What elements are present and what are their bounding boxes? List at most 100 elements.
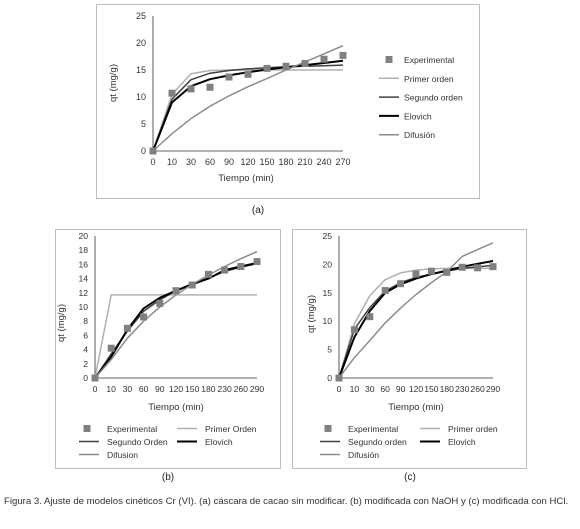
legend-label: Primer orden (404, 74, 454, 84)
x-tick-label: 150 (259, 157, 274, 167)
x-tick-label: 30 (186, 157, 196, 167)
y-tick-label: 12 (78, 288, 88, 298)
data-point-marker (397, 280, 405, 288)
series-line (152, 45, 344, 152)
x-tick-label: 180 (440, 384, 455, 394)
data-point-marker (107, 344, 115, 352)
y-tick-label: 4 (83, 345, 88, 355)
y-tick-label: 20 (322, 259, 332, 269)
x-tick-label: 90 (224, 157, 234, 167)
data-point-marker (381, 287, 389, 295)
data-point-marker (443, 268, 451, 276)
legend-label: Elovich (448, 437, 476, 447)
y-tick-label: 8 (83, 316, 88, 326)
x-tick-label: 10 (167, 157, 177, 167)
y-tick-label: 20 (78, 231, 88, 241)
y-tick-label: 0 (83, 373, 88, 383)
x-tick-label: 0 (93, 384, 98, 394)
legend-label: Primer Orden (205, 424, 257, 434)
legend-label: Segundo orden (404, 93, 463, 103)
series-line (338, 260, 494, 379)
x-tick-label: 150 (424, 384, 439, 394)
series-line (94, 294, 257, 379)
x-tick-label: 210 (297, 157, 312, 167)
y-tick-label: 10 (322, 316, 332, 326)
x-tick-label: 120 (169, 384, 184, 394)
x-tick-label: 120 (240, 157, 255, 167)
y-tick-label: 16 (78, 259, 88, 269)
x-tick-label: 0 (337, 384, 342, 394)
x-axis-title: Tiempo (min) (218, 173, 274, 184)
y-tick-label: 10 (136, 92, 146, 102)
y-axis-title: qt (mg/g) (108, 64, 119, 102)
data-point-marker (474, 264, 482, 272)
x-tick-label: 30 (123, 384, 133, 394)
data-point-marker (123, 324, 131, 332)
data-point-marker (489, 263, 497, 271)
x-tick-label: 90 (155, 384, 165, 394)
figure-caption: Figura 3. Ajuste de modelos cinéticos Cr… (4, 496, 569, 507)
y-tick-label: 25 (136, 11, 146, 21)
y-tick-label: 20 (136, 38, 146, 48)
legend-label: Experimental (404, 55, 454, 65)
x-tick-label: 0 (150, 157, 155, 167)
x-tick-label: 230 (455, 384, 470, 394)
x-tick-label: 60 (139, 384, 149, 394)
data-point-marker (458, 263, 466, 271)
y-tick-label: 15 (322, 288, 332, 298)
panel-label-a: (a) (251, 205, 265, 216)
y-tick-label: 0 (327, 373, 332, 383)
x-axis-title: Tiempo (min) (388, 402, 444, 413)
legend-label: Elovich (404, 111, 432, 121)
legend-label: Experimental (348, 424, 398, 434)
legend-label: Segundo orden (348, 437, 407, 447)
data-point-marker (149, 147, 157, 155)
series-line (152, 64, 344, 152)
legend-label: Primer orden (448, 424, 498, 434)
legend-label: Elovich (205, 437, 233, 447)
data-point-marker (140, 313, 148, 321)
x-tick-label: 60 (205, 157, 215, 167)
y-tick-label: 18 (78, 245, 88, 255)
y-tick-label: 6 (83, 330, 88, 340)
legend-label: Difusión (404, 130, 435, 140)
x-tick-label: 260 (234, 384, 249, 394)
y-tick-label: 0 (141, 146, 146, 156)
x-tick-label: 180 (278, 157, 293, 167)
series-line (152, 69, 343, 152)
x-tick-label: 60 (380, 384, 390, 394)
data-point-marker (188, 281, 196, 289)
legend-label: Segundo Orden (107, 437, 168, 447)
legend-marker-experimental (83, 425, 91, 432)
x-tick-label: 260 (470, 384, 485, 394)
data-point-marker (237, 263, 245, 271)
data-point-marker (320, 55, 328, 63)
legend-marker-experimental (385, 56, 393, 63)
chart-panel-a (96, 4, 480, 199)
y-axis-title: qt (mg/g) (306, 295, 317, 333)
data-point-marker (282, 62, 290, 70)
legend-marker-experimental (324, 425, 332, 432)
data-point-marker (427, 267, 435, 275)
x-tick-label: 30 (365, 384, 375, 394)
data-point-marker (350, 326, 358, 334)
legend-label: Experimental (107, 424, 157, 434)
x-tick-label: 270 (335, 157, 350, 167)
x-tick-label: 90 (396, 384, 406, 394)
data-point-marker (412, 270, 420, 278)
x-tick-label: 10 (106, 384, 116, 394)
y-tick-label: 25 (322, 231, 332, 241)
y-tick-label: 10 (78, 302, 88, 312)
data-point-marker (168, 89, 176, 97)
x-tick-label: 150 (185, 384, 200, 394)
data-point-marker (339, 51, 347, 59)
data-point-marker (225, 73, 233, 81)
legend-label: Difusion (107, 450, 138, 460)
panel-label-b: (b) (161, 472, 175, 483)
x-tick-label: 240 (316, 157, 331, 167)
data-point-marker (156, 299, 164, 307)
x-tick-label: 230 (217, 384, 232, 394)
y-tick-label: 2 (83, 359, 88, 369)
series-line (94, 250, 258, 379)
